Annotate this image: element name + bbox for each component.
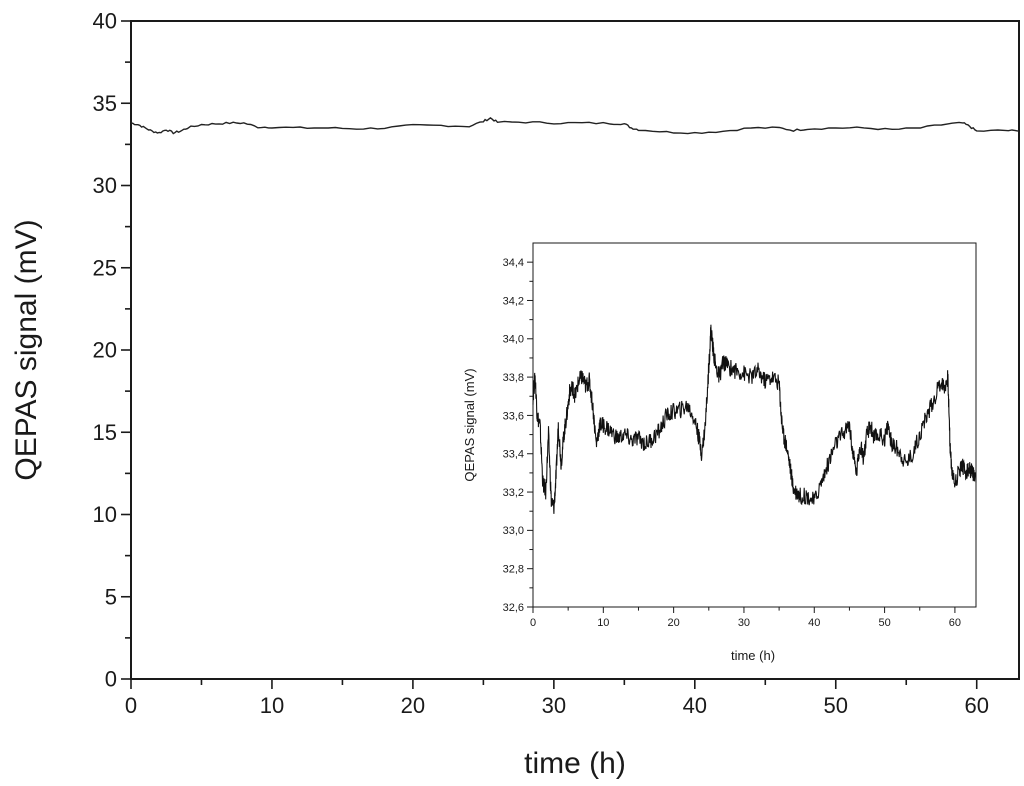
x-tick-label: 40	[808, 617, 820, 629]
y-tick-label: 15	[93, 420, 117, 445]
y-tick-label: 33,0	[503, 525, 524, 537]
x-tick-label: 20	[668, 617, 680, 629]
x-tick-label: 20	[401, 693, 425, 718]
x-tick-label: 0	[530, 617, 536, 629]
y-tick-label: 33,8	[503, 372, 524, 384]
main-y-axis-label: QEPAS signal (mV)	[10, 219, 43, 480]
y-tick-label: 10	[93, 502, 117, 527]
y-tick-label: 20	[93, 338, 117, 363]
inset-y-axis: 32,6 32,8 33,0 33,2 33,4 33,6 33,8 34,0 34,2 34,4	[503, 257, 533, 614]
y-tick-label: 25	[93, 255, 117, 280]
y-tick-label: 33,6	[503, 410, 524, 422]
main-x-axis-label: time (h)	[524, 747, 626, 780]
main-series-line	[130, 117, 1020, 135]
inset-x-axis: 0 10 20 30 40 50 60	[530, 607, 961, 629]
y-tick-label: 30	[93, 173, 117, 198]
y-tick-label: 33,4	[503, 449, 524, 461]
y-tick-label: 32,6	[503, 602, 524, 614]
y-tick-label: 34,0	[503, 334, 524, 346]
x-tick-label: 50	[824, 693, 848, 718]
x-tick-label: 0	[125, 693, 137, 718]
x-tick-label: 10	[260, 693, 284, 718]
y-tick-label: 32,8	[503, 564, 524, 576]
x-tick-label: 60	[949, 617, 961, 629]
y-tick-label: 34,4	[503, 257, 524, 269]
x-tick-label: 40	[683, 693, 707, 718]
x-tick-label: 30	[542, 693, 566, 718]
x-tick-label: 10	[597, 617, 609, 629]
x-tick-label: 60	[964, 693, 988, 718]
inset-y-axis-label: QEPAS signal (mV)	[462, 368, 477, 481]
main-y-axis: 0 5 10 15 20 25 30 35 40	[93, 9, 131, 692]
inset-series-line	[532, 324, 977, 514]
y-tick-label: 5	[105, 584, 117, 609]
inset-x-axis-label: time (h)	[731, 648, 775, 663]
y-tick-label: 33,2	[503, 487, 524, 499]
y-tick-label: 40	[93, 9, 117, 34]
main-x-axis: 0 10 20 30 40 50 60	[125, 679, 989, 718]
y-tick-label: 34,2	[503, 295, 524, 307]
y-tick-label: 35	[93, 91, 117, 116]
x-tick-label: 50	[878, 617, 890, 629]
y-tick-label: 0	[105, 667, 117, 692]
x-tick-label: 30	[738, 617, 750, 629]
